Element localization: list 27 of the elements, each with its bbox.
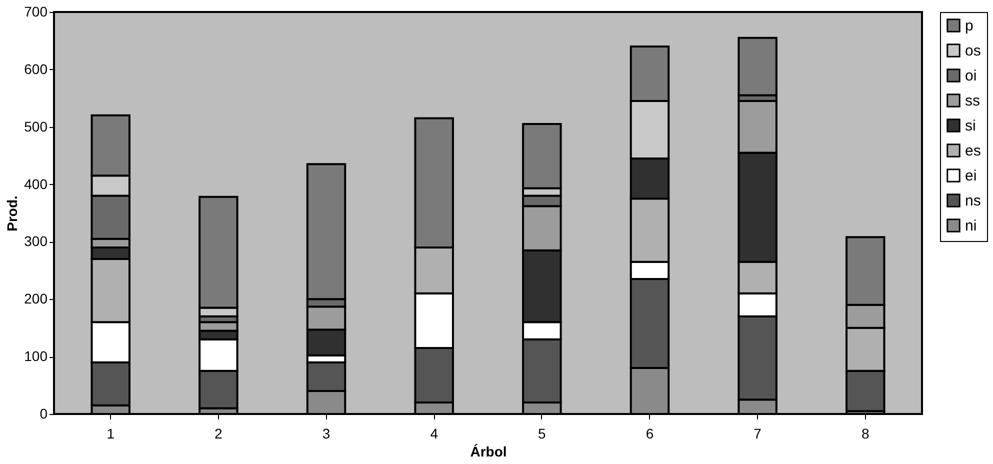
legend-label: ns xyxy=(965,192,981,210)
x-tick-label: 2 xyxy=(214,426,223,442)
x-tick-label: 5 xyxy=(538,426,546,442)
x-tick-label: 1 xyxy=(106,426,115,442)
y-tick-label: 500 xyxy=(24,118,48,134)
x-tick-label: 7 xyxy=(754,426,762,442)
legend-label: ss xyxy=(965,92,980,110)
y-tick-label: 200 xyxy=(24,290,48,307)
x-axis-title: Árbol xyxy=(470,444,507,460)
x-tick-label: 6 xyxy=(646,426,654,442)
legend-label: ei xyxy=(965,168,977,184)
y-axis-title: Prod. xyxy=(4,196,20,232)
y-tick-label: 100 xyxy=(24,348,48,364)
legend-label: ni xyxy=(965,218,977,234)
y-tick-label: 300 xyxy=(24,233,48,250)
y-tick-label: 700 xyxy=(24,4,48,20)
legend-label: p xyxy=(965,18,974,34)
y-tick-label: 600 xyxy=(24,60,48,77)
x-tick-label: 4 xyxy=(430,426,438,442)
legend-label: oi xyxy=(965,68,977,84)
x-tick-label: 3 xyxy=(322,426,330,442)
legend-label: os xyxy=(965,42,981,60)
x-tick-label: 8 xyxy=(861,426,870,442)
y-tick-label: 400 xyxy=(24,176,48,192)
y-tick-label: 0 xyxy=(40,406,48,422)
legend-label: es xyxy=(965,142,981,160)
legend-label: si xyxy=(965,118,976,134)
